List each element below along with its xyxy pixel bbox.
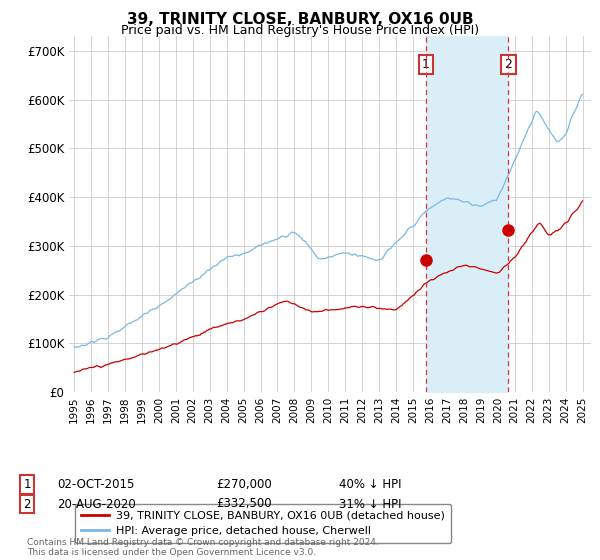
Text: 20-AUG-2020: 20-AUG-2020 [57, 497, 136, 511]
Text: 1: 1 [23, 478, 31, 491]
Text: £270,000: £270,000 [216, 478, 272, 491]
Text: Price paid vs. HM Land Registry's House Price Index (HPI): Price paid vs. HM Land Registry's House … [121, 24, 479, 37]
Text: 40% ↓ HPI: 40% ↓ HPI [339, 478, 401, 491]
Text: 1: 1 [422, 58, 430, 71]
Text: 2: 2 [23, 497, 31, 511]
Legend: 39, TRINITY CLOSE, BANBURY, OX16 0UB (detached house), HPI: Average price, detac: 39, TRINITY CLOSE, BANBURY, OX16 0UB (de… [74, 504, 451, 543]
Text: 39, TRINITY CLOSE, BANBURY, OX16 0UB: 39, TRINITY CLOSE, BANBURY, OX16 0UB [127, 12, 473, 27]
Text: 31% ↓ HPI: 31% ↓ HPI [339, 497, 401, 511]
Text: £332,500: £332,500 [216, 497, 272, 511]
Text: Contains HM Land Registry data © Crown copyright and database right 2024.
This d: Contains HM Land Registry data © Crown c… [27, 538, 379, 557]
Text: 02-OCT-2015: 02-OCT-2015 [57, 478, 134, 491]
Text: 2: 2 [505, 58, 512, 71]
